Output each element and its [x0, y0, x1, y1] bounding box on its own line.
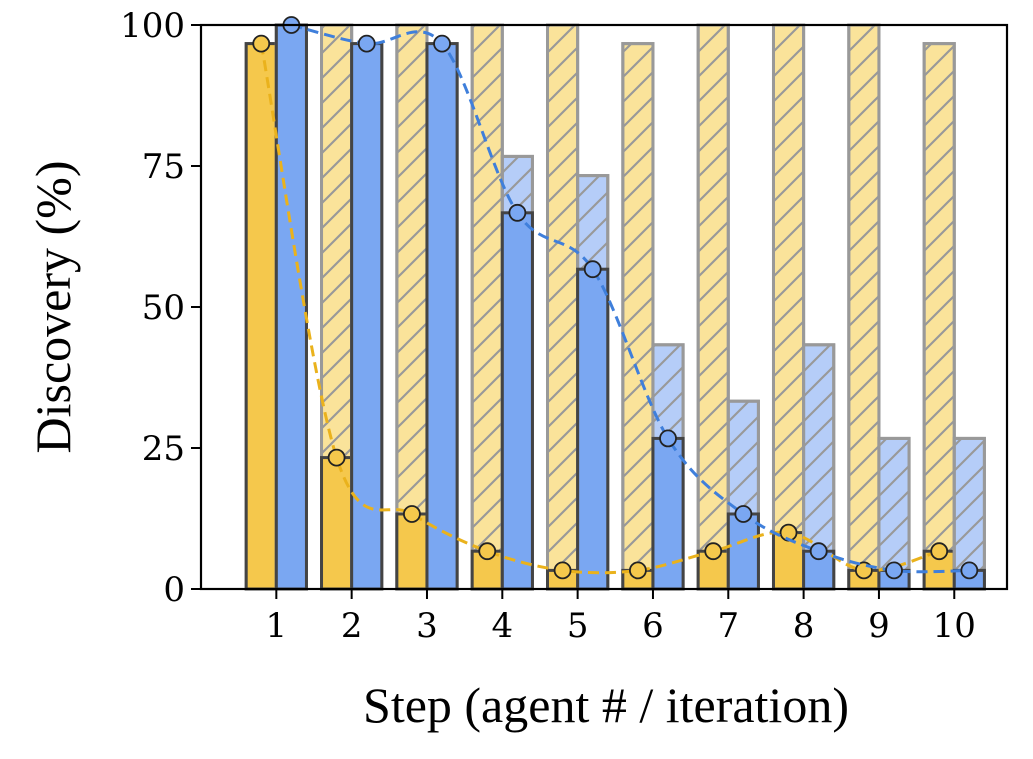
bars-layer [244, 23, 986, 591]
point-yellow-1 [252, 34, 271, 53]
y-tick-label-50: 50 [142, 288, 185, 328]
x-tick-label-5: 5 [567, 606, 589, 646]
point-blue-7 [734, 505, 753, 523]
bar-yellow-hatched-10-hatch [922, 42, 956, 591]
point-yellow-10 [930, 542, 949, 561]
point-blue-4 [508, 203, 527, 222]
x-tick-label-2: 2 [341, 606, 363, 646]
y-axis-title: Discovery (%) [25, 161, 81, 454]
bar-yellow-hatched-3-hatch [395, 23, 429, 591]
x-tick-label-1: 1 [266, 606, 288, 646]
bar-yellow-hatched-9-hatch [847, 23, 881, 591]
bar-blue-solid-4 [500, 211, 534, 591]
point-blue-6 [659, 429, 677, 448]
point-yellow-5 [553, 561, 572, 580]
point-blue-3 [433, 34, 451, 53]
point-yellow-6 [628, 561, 647, 580]
point-yellow-3 [403, 505, 421, 523]
x-tick-label-3: 3 [416, 606, 438, 646]
axes-layer: 0 25 50 75 100 1 2 3 4 5 6 7 8 9 10 [120, 6, 1009, 646]
point-yellow-4 [478, 542, 497, 561]
y-tick-label-25: 25 [142, 429, 185, 469]
bar-yellow-hatched-5-hatch [546, 23, 580, 591]
x-tick-label-6: 6 [642, 606, 664, 646]
bar-blue-solid-1 [274, 23, 308, 591]
point-blue-8 [809, 542, 828, 561]
y-tick-label-75: 75 [142, 147, 185, 187]
lines-layer [252, 16, 979, 580]
x-tick-label-4: 4 [491, 606, 513, 646]
x-axis-title: Step (agent # / iteration) [363, 677, 849, 733]
point-blue-2 [357, 34, 376, 53]
line-yellow-dashed [259, 43, 940, 575]
x-tick-label-9: 9 [868, 606, 890, 646]
bar-blue-solid-5 [576, 267, 610, 591]
y-tick-label-100: 100 [120, 6, 185, 46]
point-yellow-2 [327, 448, 346, 467]
point-blue-5 [583, 260, 602, 279]
bar-blue-solid-6 [651, 436, 685, 591]
bar-blue-solid-8 [802, 549, 836, 591]
point-blue-10 [960, 561, 979, 580]
x-tick-label-10: 10 [933, 606, 976, 646]
bar-yellow-hatched-6-hatch [621, 42, 655, 591]
bar-blue-solid-3 [425, 42, 459, 591]
line-blue-dashed [291, 23, 970, 574]
point-yellow-7 [704, 542, 723, 561]
bar-yellow-solid-2 [320, 456, 354, 591]
x-tick-label-8: 8 [793, 606, 815, 646]
bar-yellow-solid-1 [244, 42, 278, 591]
bar-yellow-hatched-7-hatch [696, 23, 730, 591]
bar-yellow-hatched-8-hatch [771, 23, 806, 591]
y-tick-label-0: 0 [163, 570, 185, 610]
bar-blue-hatched-10-hatch [952, 436, 986, 591]
bar-blue-solid-7 [726, 512, 760, 591]
point-blue-9 [885, 561, 903, 580]
bar-yellow-hatched-4-hatch [470, 23, 504, 591]
bar-yellow-solid-3 [395, 512, 429, 591]
x-tick-label-7: 7 [717, 606, 739, 646]
